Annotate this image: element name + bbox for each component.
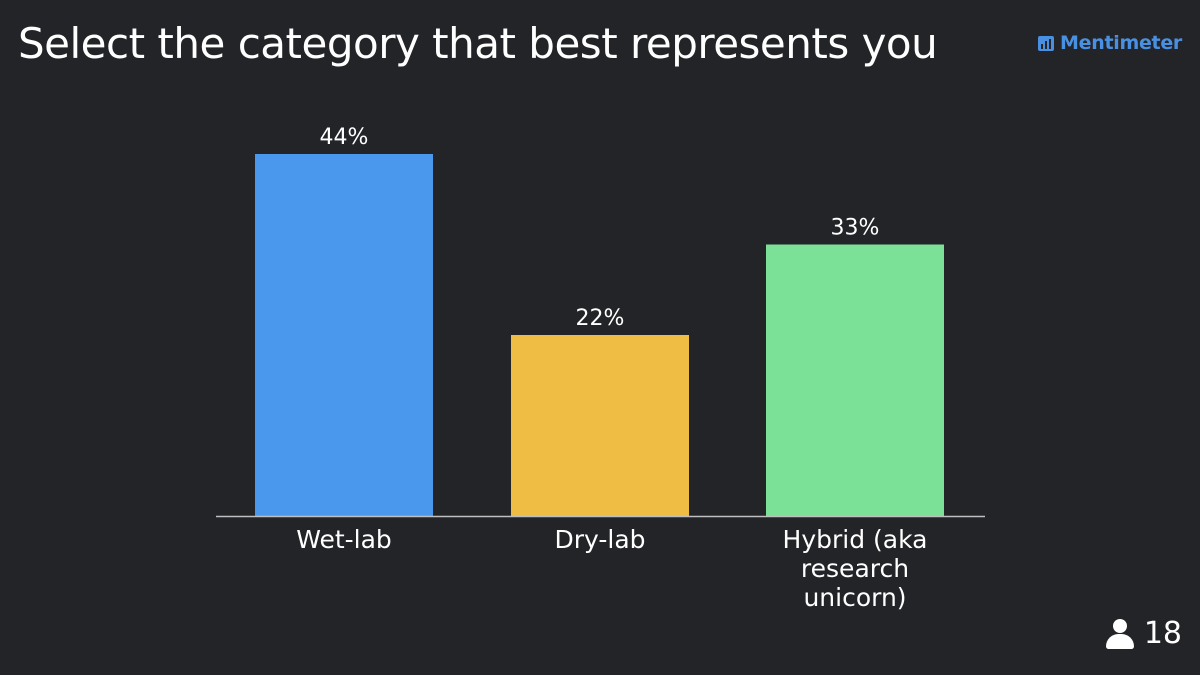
person-icon	[1105, 619, 1134, 649]
value-label-1: 44%	[320, 125, 369, 150]
category-label-2: Dry-lab	[554, 525, 645, 554]
value-label-2: 22%	[576, 306, 625, 331]
brand-name: Mentimeter	[1060, 32, 1182, 54]
value-label-3: 33%	[831, 216, 880, 241]
participant-count: 18	[1105, 616, 1182, 651]
mentimeter-logo-icon	[1038, 35, 1055, 51]
bar-1	[255, 154, 433, 516]
category-label-1: Wet-lab	[296, 525, 392, 554]
category-label-3-line-3: unicorn)	[803, 583, 906, 612]
mentimeter-brand: Mentimeter	[1038, 32, 1182, 54]
question-title: Select the category that best represents…	[18, 19, 938, 68]
participant-count-value: 18	[1143, 616, 1182, 651]
category-label-3-line-1: Hybrid (aka	[783, 525, 928, 554]
bar-3	[766, 244, 944, 516]
bar-2	[511, 335, 689, 516]
category-label-3-line-2: research	[801, 554, 909, 583]
